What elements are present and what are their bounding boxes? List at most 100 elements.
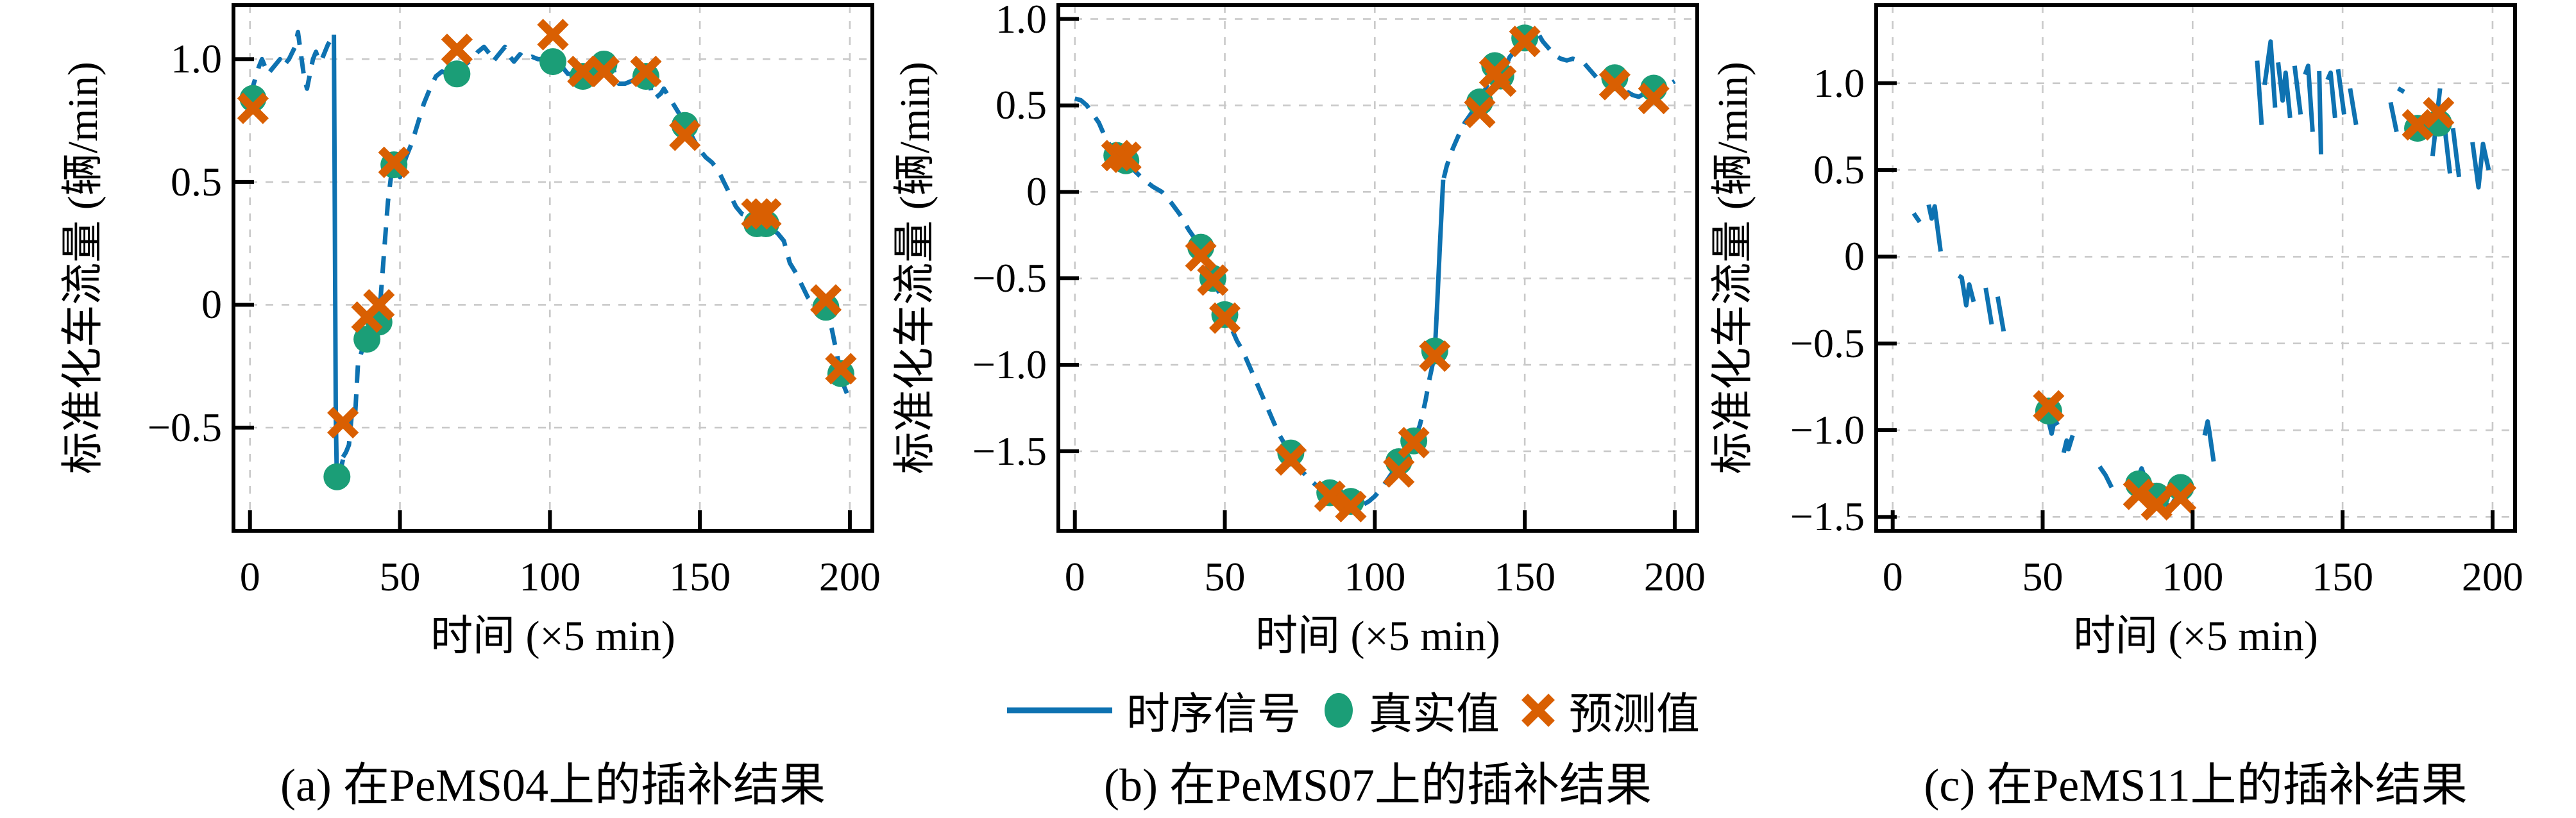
truth-point: [1601, 64, 1629, 92]
truth-point: [812, 294, 840, 321]
signal-line-segment: [2303, 63, 2315, 132]
x-tick-label-panel-a: 100: [519, 554, 581, 599]
pred-point: [750, 198, 782, 230]
legend-signal-label: 时序信号: [1126, 690, 1301, 739]
x-tick-label-panel-b: 50: [1204, 554, 1246, 599]
x-tick-label-panel-c: 200: [2461, 554, 2523, 599]
y-tick-label-panel-c: 1.0: [1813, 60, 1865, 106]
legend-item-truth: 真实值: [1320, 678, 1500, 742]
pred-point: [2402, 109, 2434, 141]
y-tick-label-panel-a: 0.5: [171, 158, 222, 204]
caption-panel-a: (a) 在PeMS04上的插补结果: [280, 760, 826, 811]
signal-line-segment: [2262, 39, 2278, 108]
signal-line-segment: [2292, 65, 2303, 115]
pred-point: [1185, 240, 1217, 272]
pred-point: [363, 288, 395, 321]
pred-point: [1335, 490, 1367, 522]
y-tick-label-panel-b: 1.0: [996, 0, 1047, 42]
pred-point: [2033, 390, 2065, 422]
pred-point: [825, 353, 857, 385]
pred-point: [2165, 481, 2197, 514]
pred-point: [741, 198, 773, 230]
pred-point: [327, 406, 359, 438]
pred-point: [1101, 140, 1133, 172]
x-tick-label-panel-b: 150: [1494, 554, 1556, 599]
pred-point: [1275, 444, 1307, 476]
pred-point: [1208, 302, 1241, 334]
x-tick-label-panel-b: 100: [1344, 554, 1406, 599]
x-tick-label-panel-b: 200: [1643, 554, 1706, 599]
x-tick-label-panel-c: 100: [2162, 554, 2224, 599]
pred-point: [2123, 478, 2155, 510]
signal-line-segment: [2388, 101, 2399, 133]
legend-item-pred: 预测值: [1519, 678, 1700, 742]
y-tick-label-panel-b: −1.5: [972, 428, 1047, 474]
legend: 时序信号 真实值 预测值: [1004, 678, 1700, 742]
signal-line-segment: [2470, 142, 2491, 190]
signal-line-segment: [2202, 419, 2216, 462]
pred-point: [809, 284, 842, 316]
y-tick-label-panel-c: −0.5: [1790, 320, 1865, 366]
signal-line-segment: [248, 29, 336, 97]
x-tick-label-panel-a: 0: [239, 554, 260, 599]
signal-line-segment: [2396, 86, 2405, 94]
pred-point: [588, 55, 620, 88]
signal-line-segment: [1911, 212, 1922, 224]
pred-point: [1464, 96, 1496, 128]
signal-line-segment: [2450, 128, 2462, 178]
truth-point: [443, 60, 471, 88]
pred-point: [669, 119, 701, 151]
pred-point: [1509, 26, 1541, 58]
truth-point: [590, 50, 618, 78]
pred-point: [537, 19, 569, 51]
pred-point: [2140, 488, 2173, 521]
signal-line-icon: [1006, 707, 1112, 713]
y-tick-label-panel-b: −1.0: [972, 342, 1047, 388]
signal-line-segment: [2255, 60, 2264, 125]
signal-line-segment: [2097, 465, 2114, 488]
pred-point: [237, 92, 269, 124]
pred-point: [2423, 97, 2455, 129]
plot-area-panel-c: [1874, 3, 2517, 533]
x-tick-label-panel-a: 50: [379, 554, 421, 599]
signal-line-segment: [2276, 62, 2292, 119]
y-tick-label-panel-c: 0.5: [1813, 147, 1865, 193]
pred-point: [1383, 456, 1415, 488]
pred-point: [1419, 340, 1451, 372]
x-axis-label-panel-c: 时间 (×5 min): [2073, 613, 2318, 660]
signal-line-segment: [1957, 274, 1976, 308]
x-axis-label-panel-a: 时间 (×5 min): [430, 613, 675, 660]
y-tick-label-panel-a: 0: [201, 281, 222, 328]
signal-line-segment: [2317, 71, 2323, 154]
y-tick-label-panel-c: −1.5: [1790, 494, 1865, 540]
signal-line-segment: [2335, 69, 2346, 115]
x-tick-label-panel-c: 0: [1882, 554, 1903, 599]
signal-line-segment: [1983, 287, 1994, 325]
signal-line-segment: [2325, 71, 2337, 119]
pred-point: [1638, 83, 1670, 115]
signal-line-segment: [1995, 296, 2006, 332]
x-tick-label-panel-c: 150: [2312, 554, 2374, 599]
signal-line-segment: [2061, 435, 2075, 454]
y-tick-label-panel-c: 0: [1844, 233, 1865, 280]
signal-line-segment: [2348, 88, 2359, 126]
x-tick-label-panel-a: 200: [818, 554, 881, 599]
pred-point: [1485, 65, 1517, 97]
truth-point: [323, 463, 351, 490]
signal-line-segment: [1432, 179, 1446, 353]
legend-item-signal: 时序信号: [1004, 678, 1301, 742]
x-tick-label-panel-c: 50: [2022, 554, 2063, 599]
plot-area-panel-b: [1056, 3, 1699, 533]
legend-truth-label: 真实值: [1368, 690, 1500, 739]
y-tick-label-panel-a: 1.0: [171, 36, 222, 82]
y-tick-label-panel-c: −1.0: [1790, 407, 1865, 453]
x-tick-label-panel-a: 150: [669, 554, 731, 599]
pred-point: [1598, 69, 1631, 101]
y-tick-label-panel-b: 0.5: [996, 82, 1047, 128]
legend-pred-label: 预测值: [1569, 690, 1700, 739]
x-axis-label-panel-b: 时间 (×5 min): [1255, 613, 1500, 660]
x-tick-label-panel-b: 0: [1064, 554, 1085, 599]
truth-point: [539, 48, 566, 76]
pred-point: [378, 146, 410, 178]
